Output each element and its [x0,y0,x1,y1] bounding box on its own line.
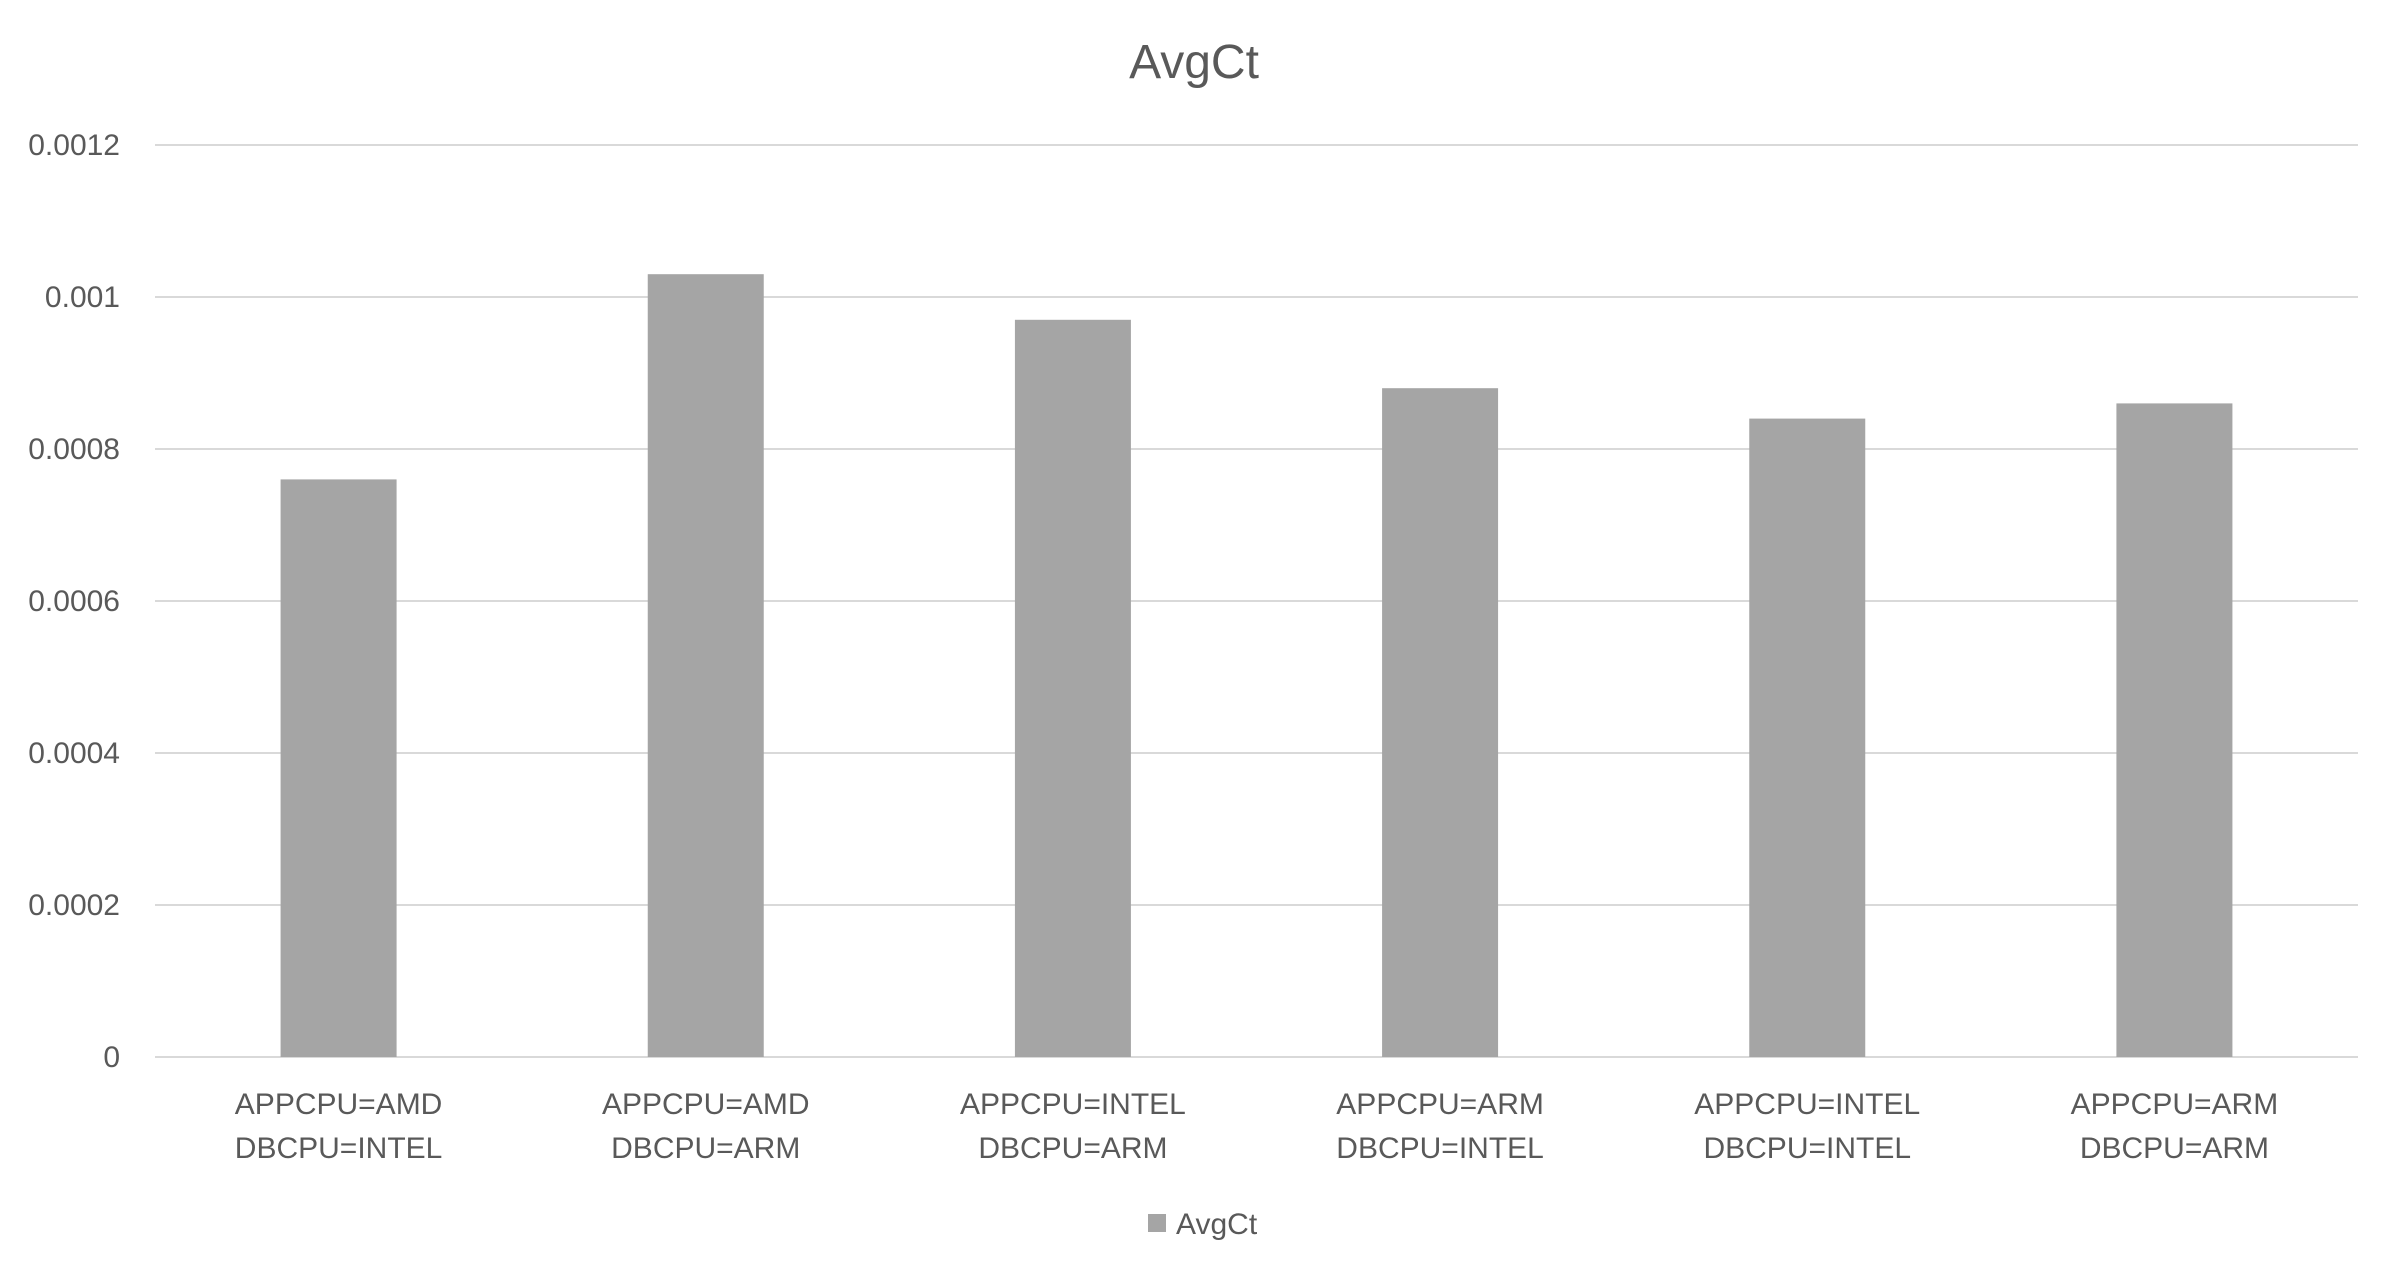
y-tick-label: 0.0002 [28,889,120,922]
legend: AvgCt [1148,1208,1258,1241]
x-category-label-line: DBCPU=INTEL [235,1132,443,1165]
x-category-label: APPCPU=ARM DBCPU=INTEL [1336,1088,1544,1165]
x-category-label: APPCPU=INTEL DBCPU=ARM [960,1088,1186,1165]
x-category-label: APPCPU=AMD DBCPU=ARM [602,1088,810,1165]
y-tick-label: 0 [103,1041,120,1074]
x-category-label-line: APPCPU=AMD [235,1088,443,1121]
x-category-label-line: APPCPU=INTEL [1694,1088,1920,1121]
legend-swatch [1148,1214,1166,1232]
x-category-label-line: DBCPU=INTEL [1703,1132,1911,1165]
x-category-label-line: DBCPU=ARM [978,1132,1167,1165]
y-tick-label: 0.0008 [28,433,120,466]
x-category-label: APPCPU=ARM DBCPU=ARM [2071,1088,2279,1165]
bar [647,274,764,1057]
y-axis-ticks: 0 0.0002 0.0004 0.0006 0.0008 0.001 0.0012 [28,129,120,1074]
x-category-label-line: DBCPU=ARM [2080,1132,2269,1165]
x-category-label-line: DBCPU=INTEL [1336,1132,1544,1165]
y-tick-label: 0.0006 [28,585,120,618]
x-category-label-line: APPCPU=AMD [602,1088,810,1121]
bar [1382,388,1499,1057]
legend-label: AvgCt [1176,1208,1258,1241]
x-category-label-line: APPCPU=ARM [1336,1088,1544,1121]
bar [280,479,397,1057]
bar [1014,319,1131,1057]
y-tick-label: 0.001 [45,281,120,314]
y-tick-label: 0.0004 [28,737,120,770]
x-axis-categories: APPCPU=AMD DBCPU=INTEL APPCPU=AMD DBCPU=ARM… [235,1088,2278,1165]
x-category-label: APPCPU=INTEL DBCPU=INTEL [1694,1088,1920,1165]
chart-title: AvgCt [1129,36,1259,89]
gridlines [155,144,2358,1058]
x-category-label-line: APPCPU=ARM [2071,1088,2279,1121]
y-tick-label: 0.0012 [28,129,120,162]
bar [1749,418,1866,1058]
bar [2116,403,2233,1057]
x-category-label-line: APPCPU=INTEL [960,1088,1186,1121]
x-category-label-line: DBCPU=ARM [611,1132,800,1165]
x-category-label: APPCPU=AMD DBCPU=INTEL [235,1088,443,1165]
bars [280,274,2233,1058]
